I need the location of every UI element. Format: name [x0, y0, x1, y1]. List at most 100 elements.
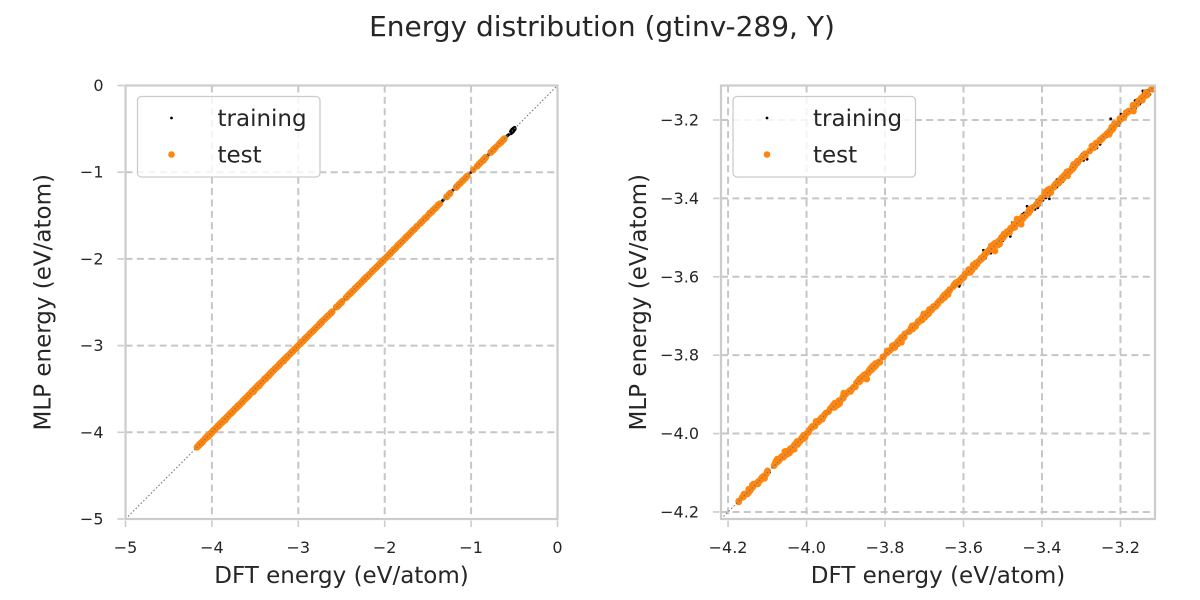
xaxis-label: DFT energy (eV/atom) [811, 563, 1066, 589]
point-test [1003, 228, 1011, 235]
point-test [960, 274, 968, 281]
xtick-label: −3.6 [944, 538, 983, 557]
ytick-label: −4.0 [660, 424, 699, 443]
point-test [317, 320, 324, 327]
xtick-label: −4.0 [787, 538, 826, 557]
point-test [740, 493, 747, 501]
point-test [1066, 168, 1073, 175]
data-layer [721, 85, 1155, 519]
xtick-label: −1 [459, 538, 483, 557]
point-test [782, 447, 790, 455]
figure-title: Energy distribution (gtinv-289, Y) [369, 10, 835, 43]
xtick-label: −3.4 [1023, 538, 1062, 557]
point-test [988, 245, 996, 253]
legend-label-test: test [813, 143, 857, 169]
legend-label-training: training [218, 106, 307, 132]
ytick-label: −2 [80, 249, 104, 268]
diagonal-reference-line [125, 85, 558, 519]
point-test [1129, 101, 1137, 109]
point-test [1130, 107, 1137, 115]
ytick-label: −1 [80, 163, 104, 182]
legend-frame [136, 95, 321, 178]
xtick-label: 0 [552, 538, 562, 557]
ytick-label: −4.2 [660, 502, 699, 521]
point-test [459, 177, 466, 185]
plot-zoomed-parity-plot: −4.2 −4.0 −3.8 −3.6 −3.4 −3.2 −4.2 −4.0 −3.8 −3.6… [626, 84, 1157, 589]
point-training [1109, 117, 1113, 121]
ytick-label: −3.8 [660, 346, 699, 365]
axes-spines [719, 84, 1157, 521]
point-training [1048, 197, 1051, 201]
point-test [464, 172, 471, 180]
point-test [1122, 109, 1130, 116]
point-test [388, 248, 396, 256]
point-test [735, 498, 742, 506]
point-test [773, 455, 781, 463]
point-test [1033, 200, 1040, 208]
plot-full-range-parity-plot: −5 −4 −3 −2 −1 0 −5 −4 −3 −2 −1 0 DFT energy (eV/ato… [31, 76, 563, 589]
ytick-label: −3.4 [660, 189, 699, 208]
xaxis-label: DFT energy (eV/atom) [214, 563, 469, 589]
xtick-label: −2 [373, 538, 397, 557]
ytick-label: −3.2 [660, 110, 699, 129]
point-test [915, 318, 923, 326]
legend-test-dot-icon [763, 151, 771, 158]
xtick-label: −4 [200, 538, 224, 557]
legend-label-test: test [218, 143, 262, 169]
legend-label-training: training [813, 106, 902, 132]
ytick-label: −4 [80, 423, 104, 442]
xtick-label: −3.8 [866, 538, 905, 557]
legend-training-dot-icon [765, 116, 769, 120]
ytick-label: −5 [80, 510, 104, 529]
point-test [489, 147, 497, 154]
ytick-label: 0 [93, 76, 103, 95]
series-test [193, 135, 508, 451]
point-test [745, 485, 752, 493]
yaxis-label: MLP energy (eV/atom) [31, 174, 57, 430]
xtick-label: −3.2 [1101, 538, 1140, 557]
point-test [338, 299, 345, 306]
point-test [1026, 206, 1033, 213]
xtick-label: −4.2 [709, 538, 748, 557]
ytick-label: −3 [80, 336, 104, 355]
point-test [413, 222, 421, 230]
legend-training-dot-icon [170, 116, 173, 120]
legend: training test [732, 95, 917, 178]
point-test [883, 347, 891, 355]
point-test [763, 468, 771, 476]
ytick-label: −3.6 [660, 267, 699, 286]
point-test [994, 241, 1002, 249]
point-test [479, 157, 487, 164]
point-test [350, 287, 357, 294]
diagonal-reference-line [721, 85, 1155, 519]
point-test [928, 305, 936, 312]
point-test [1090, 144, 1097, 152]
point-test [798, 435, 805, 442]
point-test [1109, 126, 1116, 133]
point-test [868, 366, 876, 374]
point-test [965, 266, 972, 273]
xtick-label: −3 [287, 538, 311, 557]
point-test [1050, 184, 1057, 191]
point-test [362, 274, 370, 281]
axes-spines [124, 84, 559, 521]
xtick-label: −5 [114, 538, 138, 557]
legend-test-dot-icon [168, 151, 175, 158]
point-test [310, 327, 317, 335]
point-test [829, 402, 836, 410]
point-test [497, 138, 505, 146]
point-test [839, 392, 847, 400]
point-test [787, 447, 795, 454]
point-test [952, 279, 960, 286]
point-test [1140, 94, 1147, 101]
point-test [794, 441, 802, 448]
legend-frame [732, 95, 917, 178]
yaxis-label: MLP energy (eV/atom) [626, 174, 652, 430]
legend: training test [136, 95, 321, 178]
data-layer [125, 85, 558, 519]
point-test [807, 424, 815, 432]
point-test [1016, 219, 1024, 227]
